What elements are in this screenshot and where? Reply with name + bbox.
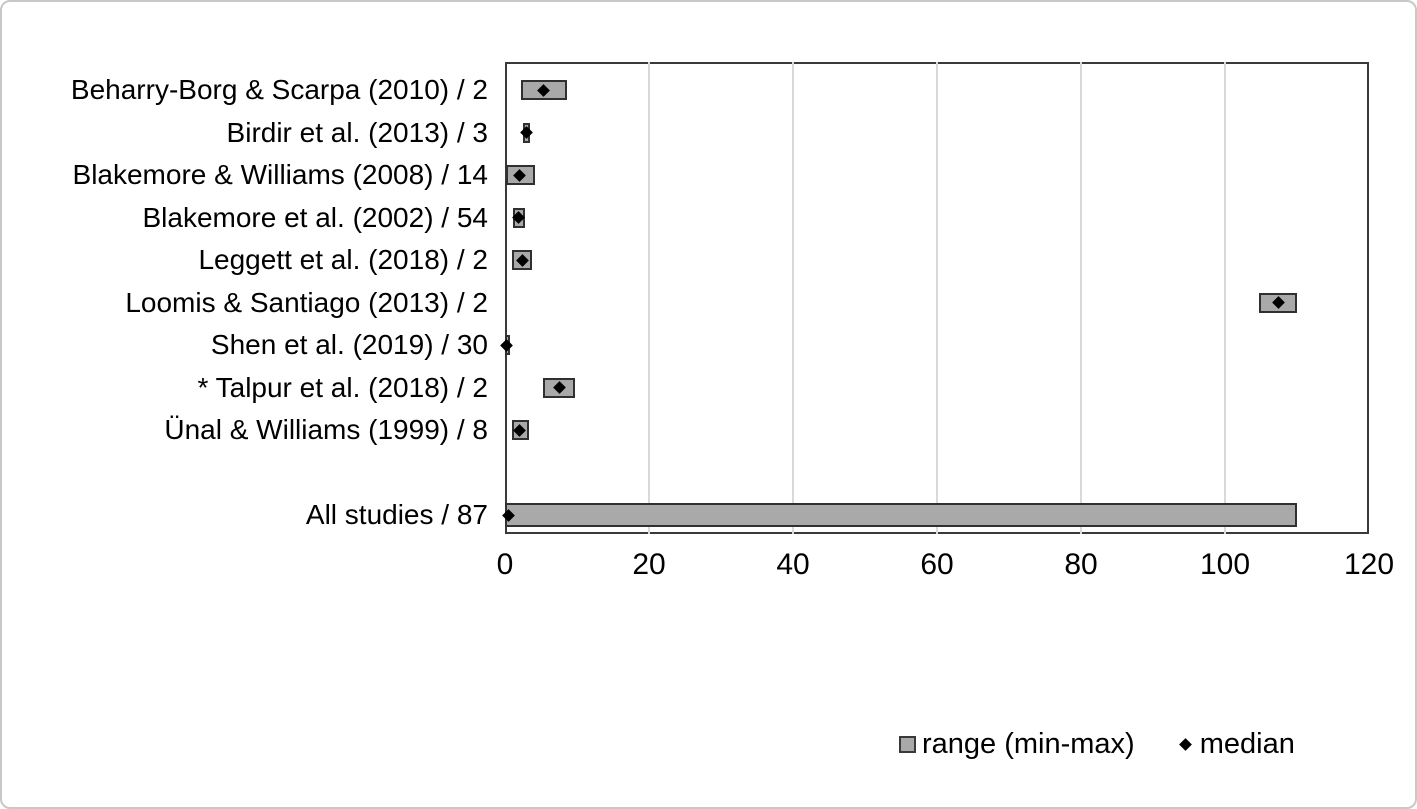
category-label: Loomis & Santiago (2013) / 2 [125,286,488,318]
category-label: All studies / 87 [305,499,488,530]
gridline [648,62,650,534]
x-tick-label: 0 [496,548,514,581]
category-label: Birdir et al. (2013) / 3 [226,116,488,148]
gridline [1080,62,1082,534]
legend-item-range: range (min-max) [899,728,1135,761]
category-label: Beharry-Borg & Scarpa (2010) / 2 [70,74,488,105]
range-bar [505,503,1297,527]
category-label: Ünal & Williams (1999) / 8 [164,414,488,445]
legend-median-label: median [1199,727,1295,760]
gridline [792,62,794,534]
category-label: Shen et al. (2019) / 30 [210,329,488,360]
category-label: Blakemore & Williams (2008) / 14 [72,159,488,190]
x-tick-label: 40 [776,548,810,581]
x-tick-label: 20 [632,548,666,581]
x-tick-label: 60 [920,548,954,581]
median-diamond-icon [1178,737,1192,751]
gridline [936,62,938,534]
category-label: Leggett et al. (2018) / 2 [198,244,488,275]
legend-range-label: range (min-max) [922,727,1135,760]
chart-legend: range (min-max) median [899,726,1295,762]
x-tick-label: 80 [1064,548,1098,581]
x-tick-label: 120 [1343,548,1395,581]
gridline [1224,62,1226,534]
category-label: Blakemore et al. (2002) / 54 [142,201,488,233]
x-tick-label: 100 [1199,548,1251,581]
legend-item-median: median [1145,728,1295,761]
range-square-icon [899,735,916,753]
category-label: * Talpur et al. (2018) / 2 [197,371,488,403]
